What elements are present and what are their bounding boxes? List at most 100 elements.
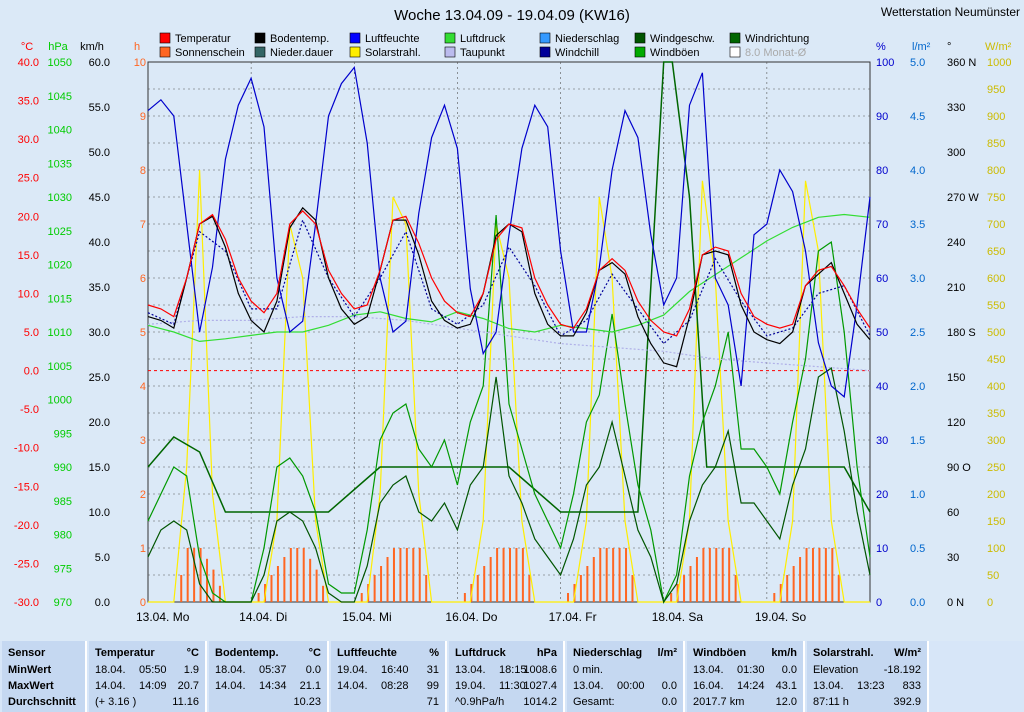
series-windchill <box>147 218 871 345</box>
sunshine-bar <box>721 548 724 602</box>
footer-cell: 31 <box>426 664 439 676</box>
tick-label-temp: 10.0 <box>18 288 39 300</box>
tick-label-sun: 0 <box>140 597 146 609</box>
tick-label-dir: 300 <box>947 147 965 159</box>
footer-cell: 87:11 h <box>813 696 849 708</box>
footer-cell: 16:40 <box>381 664 409 676</box>
footer-cell: -18.192 <box>883 664 921 676</box>
footer-unit: l/m² <box>657 647 677 659</box>
plot-area <box>147 61 871 604</box>
footer-header: Sensor <box>8 647 46 659</box>
sunshine-bar <box>289 548 292 602</box>
tick-label-humidity: 10 <box>876 543 888 555</box>
footer-cell: 0.0 <box>661 696 677 708</box>
tick-label-pressure: 985 <box>54 496 72 508</box>
tick-label-sun: 1 <box>140 543 146 555</box>
day-label: 17.04. Fr <box>549 610 597 624</box>
tick-label-solar: 200 <box>987 489 1005 501</box>
sunshine-bar <box>489 557 492 602</box>
tick-label-sun: 5 <box>140 327 146 339</box>
tick-label-humidity: 80 <box>876 165 888 177</box>
tick-label-humidity: 100 <box>876 57 894 69</box>
tick-label-solar: 850 <box>987 138 1005 150</box>
footer-unit: % <box>429 647 439 659</box>
series-windben <box>147 214 871 604</box>
footer-cell: 1027.4 <box>523 680 557 692</box>
tick-label-humidity: 40 <box>876 381 888 393</box>
sunshine-bar <box>315 569 318 602</box>
sunshine-bar <box>618 548 621 602</box>
tick-label-sun: 3 <box>140 435 146 447</box>
legend-swatch <box>159 32 171 44</box>
sunshine-bar <box>199 548 202 602</box>
tick-label-temp: 0.0 <box>24 366 39 378</box>
tick-label-solar: 150 <box>987 516 1005 528</box>
tick-label-humidity: 70 <box>876 219 888 231</box>
tick-label-temp: 5.0 <box>24 327 39 339</box>
day-label: 13.04. Mo <box>136 610 190 624</box>
sunshine-bar <box>412 548 415 602</box>
stats-footer: Sensor MinWert MaxWert Durchschnitt Temperat… <box>0 641 1024 712</box>
sunshine-bar <box>418 548 421 602</box>
footer-column: Temperatur °C 18.04. 05:50 1.9 14.04. 14:09 20.… <box>89 641 207 712</box>
tick-label-pressure: 1000 <box>48 395 72 407</box>
legend-swatch <box>349 32 361 44</box>
tick-label-pressure: 1010 <box>48 327 72 339</box>
legend-swatch <box>729 32 741 44</box>
footer-cell: MinWert <box>8 664 52 676</box>
sunshine-bar <box>837 575 840 602</box>
footer-header: Luftdruck <box>455 647 506 659</box>
footer-header: Luftfeuchte <box>337 647 397 659</box>
footer-cell: 10.23 <box>293 696 321 708</box>
legend-label: Windrichtung <box>745 33 809 45</box>
footer-header: Solarstrahl. <box>813 647 874 659</box>
tick-label-temp: -15.0 <box>14 481 39 493</box>
tick-label-temp: -20.0 <box>14 520 39 532</box>
footer-cell: 14.04. <box>337 680 368 692</box>
tick-label-wind: 40.0 <box>89 237 110 249</box>
sunshine-bar <box>824 548 827 602</box>
footer-cell: 01:30 <box>737 664 765 676</box>
tick-label-dir: 0 N <box>947 597 964 609</box>
tick-label-solar: 300 <box>987 435 1005 447</box>
tick-label-solar: 900 <box>987 111 1005 123</box>
tick-label-sun: 9 <box>140 111 146 123</box>
legend-swatch <box>634 46 646 58</box>
sunshine-bar <box>309 558 312 602</box>
sunshine-bar <box>708 548 711 602</box>
legend-label: 8.0 Monat-Ø <box>745 47 807 59</box>
footer-cell: 05:37 <box>259 664 287 676</box>
day-label: 18.04. Sa <box>652 610 704 624</box>
sunshine-bar <box>592 557 595 602</box>
footer-cell: 14.04. <box>95 680 126 692</box>
day-label: 14.04. Di <box>239 610 287 624</box>
tick-label-temp: -25.0 <box>14 558 39 570</box>
footer-cell: 14.04. <box>215 680 246 692</box>
series-luftdruck <box>147 213 871 343</box>
sunshine-bar <box>180 575 183 602</box>
legend-label: Solarstrahl. <box>365 47 421 59</box>
footer-cell: 13:23 <box>857 680 885 692</box>
chart-legend: Temperatur Bodentemp. Luftfeuchte Luftdruck… <box>159 32 809 59</box>
sunshine-bar <box>296 548 299 602</box>
tick-label-humidity: 50 <box>876 327 888 339</box>
tick-label-humidity: 20 <box>876 489 888 501</box>
sunshine-bar <box>831 548 834 602</box>
footer-header: Bodentemp. <box>215 647 279 659</box>
sunshine-bar <box>715 548 718 602</box>
footer-cell: 0.0 <box>781 664 797 676</box>
sunshine-bar <box>257 593 260 602</box>
tick-label-rain: 1.0 <box>910 489 925 501</box>
sunshine-bar <box>509 548 511 602</box>
tick-label-rain: 1.5 <box>910 435 925 447</box>
station-name: Wetterstation Neumünster <box>881 5 1020 19</box>
footer-cell: 71 <box>426 696 439 708</box>
sunshine-bar <box>502 548 505 602</box>
sunshine-bar <box>734 575 737 602</box>
sunshine-bar <box>612 548 615 602</box>
sunshine-bar <box>463 593 466 602</box>
tick-label-wind: 0.0 <box>95 597 110 609</box>
sunshine-bar <box>380 566 383 602</box>
legend-swatch <box>539 32 551 44</box>
sunshine-bar <box>695 557 698 602</box>
